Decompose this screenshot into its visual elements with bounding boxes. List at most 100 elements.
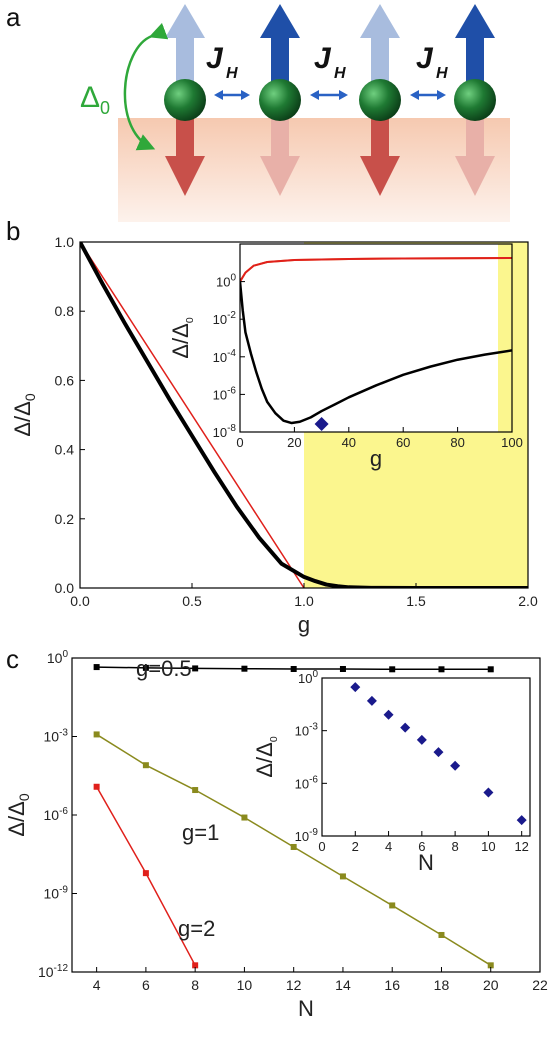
axes-frame	[321, 677, 531, 837]
series-label: g=2	[178, 916, 215, 941]
series-group	[93, 664, 494, 969]
y-tick-label: 100	[216, 273, 236, 290]
axes-frame	[239, 243, 513, 433]
coupling-head-right	[437, 90, 446, 100]
x-tick-label: 2	[352, 839, 359, 854]
panel-label-c: c	[6, 644, 19, 674]
series-line-black	[240, 281, 512, 425]
x-tick-label: 6	[418, 839, 425, 854]
spin-up-head	[360, 4, 400, 38]
svg-text:J: J	[206, 42, 224, 75]
y-tick-label: 1.0	[55, 234, 75, 250]
coupling-head-left	[410, 90, 419, 100]
coupling-arrow-1	[214, 90, 250, 100]
spin-down-head	[360, 156, 400, 196]
data-point	[416, 734, 427, 745]
x-tick-label: 40	[342, 435, 356, 450]
data-point	[450, 760, 461, 771]
spin-atom	[164, 79, 206, 121]
series-marker	[93, 783, 100, 790]
series-marker	[142, 664, 149, 671]
delta0-symbol: Δ	[80, 81, 100, 114]
series-marker	[438, 666, 445, 673]
data-point	[483, 787, 494, 798]
y-tick-label: 0.4	[55, 442, 75, 458]
y-tick-label: 10-2	[213, 310, 237, 327]
x-tick-label: 8	[452, 839, 459, 854]
y-tick-label: 10-6	[44, 806, 69, 823]
coupling-head-right	[241, 90, 250, 100]
x-tick-label: 1.0	[294, 593, 314, 609]
x-tick-label: 18	[434, 977, 450, 993]
x-tick-label: 12	[514, 839, 528, 854]
x-axis-label: N	[418, 850, 434, 875]
x-tick-label: 4	[93, 977, 101, 993]
x-tick-label: 14	[335, 977, 351, 993]
spin-up-head	[260, 4, 300, 38]
series-marker	[93, 731, 100, 738]
x-tick-label: 4	[385, 839, 392, 854]
spin-down-shaft	[371, 112, 389, 160]
series-marker	[192, 962, 199, 969]
series-line-black	[80, 242, 528, 588]
y-tick-label: 10-9	[44, 885, 69, 902]
spin-site-1	[164, 4, 206, 196]
series-marker	[142, 762, 149, 769]
data-point	[366, 695, 377, 706]
x-tick-label: 1.5	[406, 593, 426, 609]
spin-site-3	[359, 4, 401, 196]
series-marker	[241, 814, 248, 821]
plot-area	[240, 244, 512, 432]
x-axis-label: N	[298, 996, 314, 1021]
series-marker	[192, 665, 199, 672]
x-tick-label: 100	[501, 435, 523, 450]
series-line-red	[80, 242, 305, 588]
y-tick-label: 10-6	[295, 774, 319, 791]
spin-up-head	[165, 4, 205, 38]
data-point	[433, 747, 444, 758]
panel-label-b: b	[6, 216, 20, 246]
svg-text:H: H	[436, 65, 448, 82]
x-tick-label: 12	[286, 977, 302, 993]
x-tick-label: 60	[396, 435, 410, 450]
coupling-arrows	[214, 90, 446, 100]
spin-up-shaft	[176, 34, 194, 86]
x-tick-label: 0	[236, 435, 243, 450]
spin-down-head	[455, 156, 495, 196]
y-tick-label: 10-3	[44, 728, 69, 745]
coupling-head-right	[339, 90, 348, 100]
y-tick-label: 10-12	[38, 963, 68, 980]
spin-up-shaft	[466, 34, 484, 86]
delta0-subscript: 0	[100, 98, 110, 118]
x-tick-label: 6	[142, 977, 150, 993]
x-tick-label: 20	[287, 435, 301, 450]
x-axis-label: g	[370, 446, 382, 471]
series-group	[240, 257, 512, 425]
blue-diamond-marker	[314, 417, 329, 431]
y-tick-label: 0.6	[55, 372, 75, 388]
y-axis-label: Δ/Δ0	[252, 736, 280, 778]
data-point	[516, 815, 527, 826]
series-marker	[290, 665, 297, 672]
plot-area	[322, 678, 530, 836]
x-tick-label: 0	[318, 839, 325, 854]
y-tick-label: 10-8	[213, 423, 237, 440]
panel-a-schematic: a Δ 0 J H J H J H	[6, 2, 510, 222]
spin-atom	[359, 79, 401, 121]
series-label: g=0.5	[136, 656, 192, 681]
series-marker	[438, 931, 445, 938]
series-marker	[192, 787, 199, 794]
spin-down-shaft	[271, 112, 289, 160]
data-point	[400, 722, 411, 733]
series-marker	[142, 870, 149, 877]
series-line-red	[240, 257, 512, 283]
series-marker	[389, 666, 396, 673]
panel-label-a: a	[6, 2, 21, 32]
x-tick-label: 0.0	[70, 593, 90, 609]
svg-text:J: J	[416, 42, 434, 75]
spin-down-head	[260, 156, 300, 196]
y-tick-label: 0.8	[55, 303, 75, 319]
coupling-arrow-3	[410, 90, 446, 100]
spin-site-2	[259, 4, 301, 196]
series-group	[350, 682, 527, 826]
